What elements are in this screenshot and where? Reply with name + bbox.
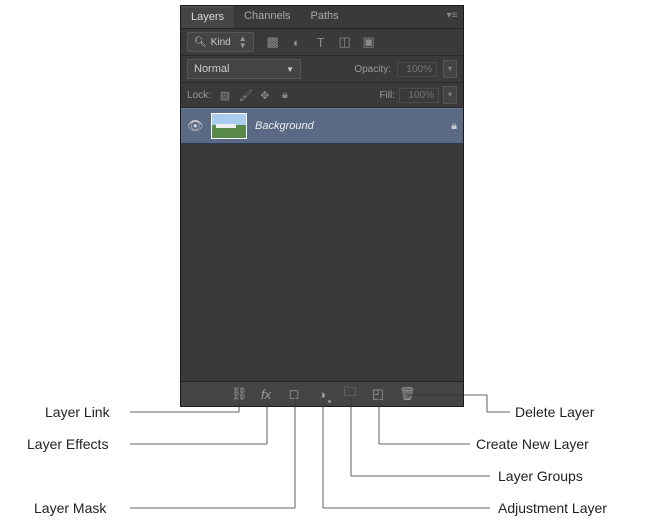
kind-dropdown[interactable]: 🔍︎ Kind ▲▼ [187,32,254,52]
fill-dropdown-icon[interactable]: ▾ [443,86,457,104]
dropdown-arrows-icon: ▲▼ [239,35,247,49]
opacity-dropdown-icon[interactable]: ▾ [443,60,457,78]
new-layer-icon[interactable]: ◰ [371,386,385,402]
annotation-new: Create New Layer [476,436,589,452]
bottom-toolbar: ⛓︎ fx ◻ ◑ 🗀︎ ◰ 🗑︎ [181,381,463,406]
dropdown-arrow-icon: ▼ [286,65,294,74]
visibility-icon[interactable]: 👁︎ [187,118,203,134]
lock-icon-group: ▨ 🖌︎ ✥ 🔒︎ [219,89,291,102]
blend-mode-dropdown[interactable]: Normal ▼ [187,59,301,79]
lock-paint-icon[interactable]: 🖌︎ [239,89,251,102]
shape-filter-icon[interactable]: ◫ [338,34,352,50]
opacity-value[interactable]: 100% [397,62,437,77]
fill-value[interactable]: 100% [399,88,439,103]
search-icon: 🔍︎ [194,37,207,48]
link-layers-icon[interactable]: ⛓︎ [231,386,245,402]
adjustment-layer-icon[interactable]: ◑ [315,387,329,402]
opacity-label: Opacity: [354,64,391,75]
blend-row: Normal ▼ Opacity: 100% ▾ [181,56,463,83]
layer-group-icon[interactable]: 🗀︎ [343,383,357,405]
layer-mask-icon[interactable]: ◻ [287,386,301,402]
filter-icons: ▩ ◐ T ◫ ▣ [266,34,376,50]
type-filter-icon[interactable]: T [314,35,328,50]
lock-row: Lock: ▨ 🖌︎ ✥ 🔒︎ Fill: 100% ▾ [181,83,463,108]
delete-layer-icon[interactable]: 🗑︎ [399,386,413,402]
tab-layers[interactable]: Layers [181,6,234,28]
annotation-mask: Layer Mask [34,500,106,516]
annotation-adjustment: Adjustment Layer [498,500,607,516]
lock-transparency-icon[interactable]: ▨ [219,89,231,102]
adjustment-filter-icon[interactable]: ◐ [290,35,304,50]
layers-panel: Layers Channels Paths ▾≡ 🔍︎ Kind ▲▼ ▩ ◐ … [180,5,464,407]
blend-mode-value: Normal [194,63,229,75]
filter-row: 🔍︎ Kind ▲▼ ▩ ◐ T ◫ ▣ [181,29,463,56]
lock-position-icon[interactable]: ✥ [259,89,271,102]
layer-list: 👁︎ Background 🔒︎ [181,108,463,144]
layer-locked-icon[interactable]: 🔒︎ [451,120,457,133]
kind-label: Kind [211,37,231,48]
annotation-link: Layer Link [45,404,110,420]
smart-filter-icon[interactable]: ▣ [362,34,376,50]
pixel-filter-icon[interactable]: ▩ [266,34,280,50]
layer-row-background[interactable]: 👁︎ Background 🔒︎ [181,108,463,144]
annotation-groups: Layer Groups [498,468,583,484]
tab-paths[interactable]: Paths [301,6,349,28]
tab-channels[interactable]: Channels [234,6,300,28]
layer-name[interactable]: Background [255,120,443,132]
layer-thumbnail[interactable] [211,113,247,139]
annotation-delete: Delete Layer [515,404,594,420]
fill-label: Fill: [379,90,395,101]
layer-effects-icon[interactable]: fx [259,387,273,402]
annotation-effects: Layer Effects [27,436,108,452]
lock-all-icon[interactable]: 🔒︎ [279,89,291,102]
lock-label: Lock: [187,90,211,101]
panel-menu-icon[interactable]: ▾≡ [445,9,459,23]
tab-bar: Layers Channels Paths ▾≡ [181,6,463,29]
